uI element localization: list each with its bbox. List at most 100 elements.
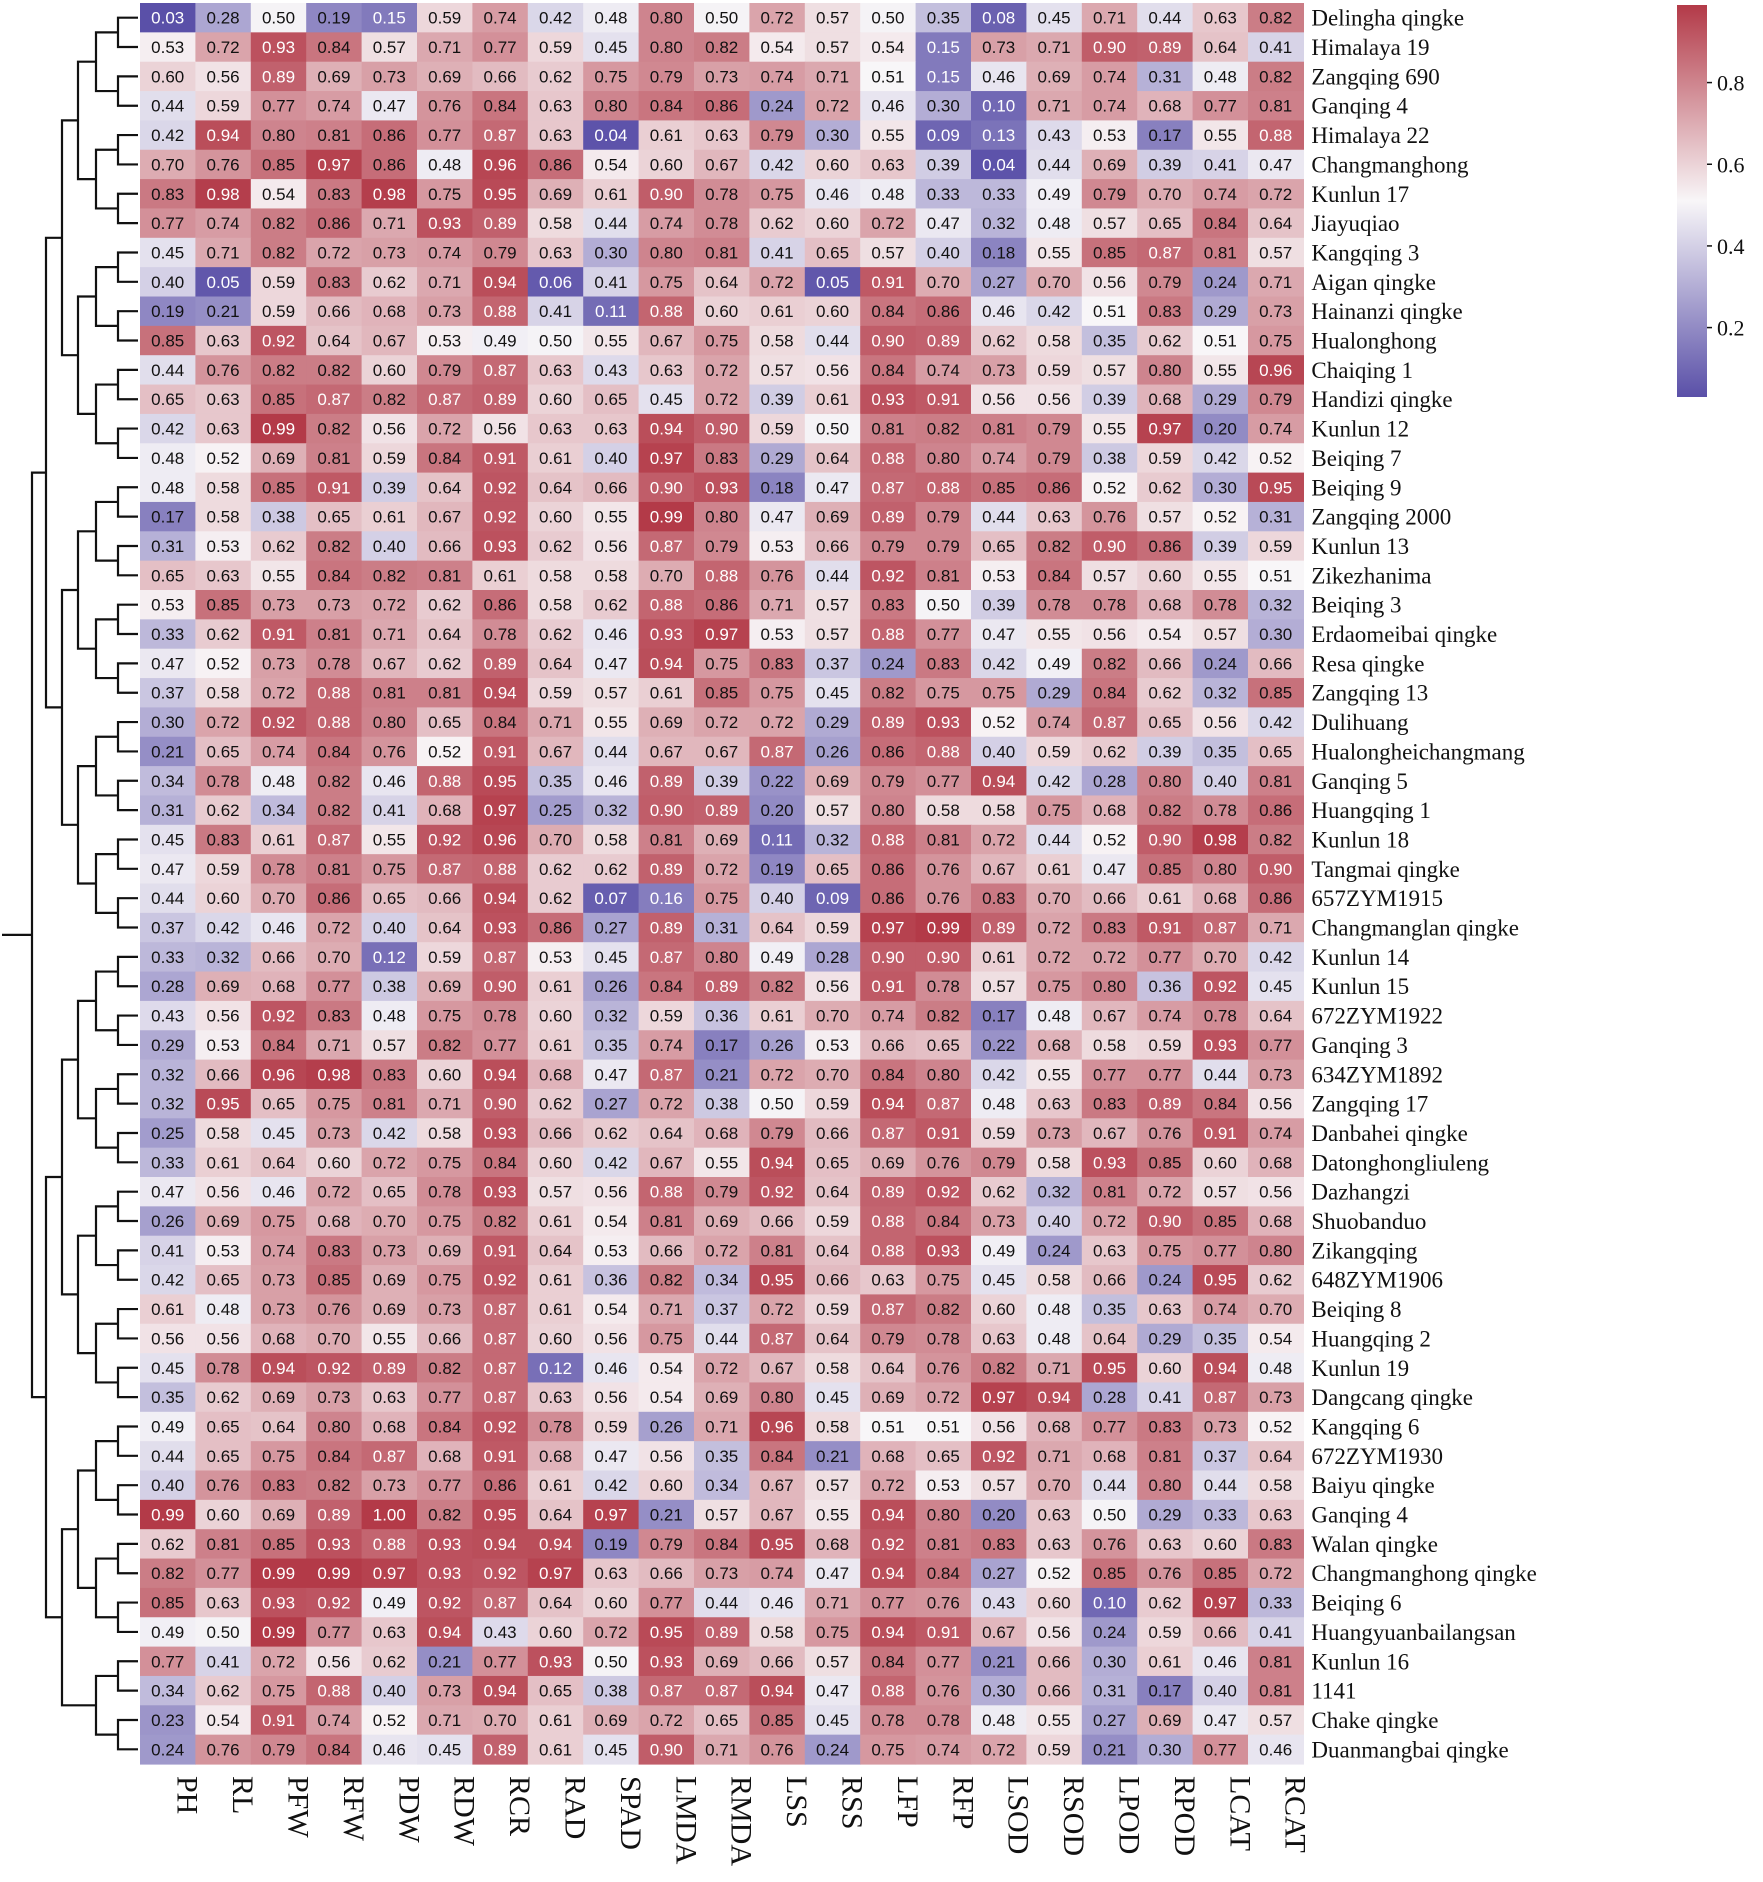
heatmap-cell xyxy=(694,32,750,63)
cell-value-label: 0.44 xyxy=(1204,1476,1237,1495)
cell-value-label: 0.60 xyxy=(1204,1535,1237,1554)
cell-value-label: 0.87 xyxy=(1204,1388,1237,1407)
cell-value-label: 0.72 xyxy=(705,860,738,879)
heatmap-cell xyxy=(804,267,861,298)
heatmap-cell xyxy=(140,413,196,444)
cell-value-label: 0.68 xyxy=(1148,596,1181,615)
heatmap-cell xyxy=(472,501,529,532)
cell-value-label: 0.49 xyxy=(373,1594,406,1613)
cell-value-label: 0.90 xyxy=(1093,38,1126,57)
row-label: Erdaomeibai qingke xyxy=(1311,622,1497,647)
cell-value-label: 0.74 xyxy=(317,97,350,116)
heatmap-cell xyxy=(250,619,307,650)
cell-value-label: 0.65 xyxy=(207,1271,240,1290)
cell-value-label: 0.92 xyxy=(262,332,295,351)
cell-value-label: 0.93 xyxy=(1204,1036,1237,1055)
heatmap-cell xyxy=(1081,619,1138,650)
cell-value-label: 0.93 xyxy=(428,1535,461,1554)
cell-value-label: 0.58 xyxy=(594,566,627,585)
cell-value-label: 0.61 xyxy=(594,185,627,204)
cell-value-label: 0.09 xyxy=(927,126,960,145)
cell-value-label: 0.79 xyxy=(761,126,794,145)
cell-value-label: 0.64 xyxy=(1259,214,1292,233)
cell-value-label: 0.66 xyxy=(1038,1682,1071,1701)
heatmap-cell xyxy=(417,795,473,826)
cell-value-label: 0.66 xyxy=(1204,1623,1237,1642)
cell-value-label: 0.31 xyxy=(1148,67,1181,86)
heatmap-cell xyxy=(250,208,307,239)
cell-value-label: 0.55 xyxy=(373,830,406,849)
heatmap-cell xyxy=(915,149,972,180)
cell-value-label: 0.96 xyxy=(262,1065,295,1084)
heatmap-cell xyxy=(1026,678,1083,708)
cell-value-label: 0.59 xyxy=(982,1124,1015,1143)
heatmap-cell xyxy=(472,3,529,33)
cell-value-label: 0.77 xyxy=(207,1564,240,1583)
cell-value-label: 0.48 xyxy=(594,9,627,28)
heatmap-cell xyxy=(749,795,806,826)
cell-value-label: 0.10 xyxy=(982,97,1015,116)
heatmap-cell xyxy=(306,325,363,356)
cell-value-label: 0.64 xyxy=(1204,38,1237,57)
heatmap-cell xyxy=(472,619,529,650)
row-label: Kunlun 13 xyxy=(1311,534,1409,559)
cell-value-label: 0.63 xyxy=(207,1594,240,1613)
cell-value-label: 0.12 xyxy=(373,948,406,967)
heatmap-cell xyxy=(195,824,252,855)
cell-value-label: 0.74 xyxy=(1204,185,1237,204)
cell-value-label: 0.15 xyxy=(373,9,406,28)
cell-value-label: 0.44 xyxy=(594,214,627,233)
cell-value-label: 0.84 xyxy=(1093,684,1126,703)
cell-value-label: 0.35 xyxy=(539,772,572,791)
heatmap-cell xyxy=(694,795,750,826)
cell-value-label: 0.63 xyxy=(207,566,240,585)
cell-value-label: 0.75 xyxy=(871,1740,904,1759)
cell-value-label: 0.94 xyxy=(871,1564,904,1583)
heatmap-cell xyxy=(971,91,1027,121)
cell-value-label: 0.47 xyxy=(816,478,849,497)
dendrogram-branch xyxy=(94,970,118,1032)
cell-value-label: 0.86 xyxy=(705,97,738,116)
cell-value-label: 0.63 xyxy=(1038,1535,1071,1554)
cell-value-label: 0.77 xyxy=(1093,1065,1126,1084)
cell-value-label: 0.60 xyxy=(816,214,849,233)
heatmap-cell xyxy=(1081,560,1138,591)
cell-value-label: 0.49 xyxy=(151,1623,184,1642)
heatmap-cell xyxy=(1248,619,1304,650)
cell-value-label: 0.47 xyxy=(1259,155,1292,174)
heatmap-cell xyxy=(1137,32,1194,63)
cell-value-label: 0.68 xyxy=(871,1447,904,1466)
cell-value-label: 0.51 xyxy=(1093,302,1126,321)
cell-value-label: 0.41 xyxy=(207,1652,240,1671)
heatmap-cell xyxy=(749,3,806,33)
cell-value-label: 0.90 xyxy=(650,185,683,204)
cell-value-label: 0.94 xyxy=(650,420,683,439)
cell-value-label: 0.47 xyxy=(927,214,960,233)
heatmap-cell xyxy=(804,531,861,562)
heatmap-cell xyxy=(804,325,861,356)
heatmap-cell xyxy=(971,149,1027,180)
heatmap-cell xyxy=(1137,678,1194,708)
heatmap-cell xyxy=(1026,149,1083,180)
cell-value-label: 0.33 xyxy=(1204,1506,1237,1525)
heatmap-cell xyxy=(527,237,584,268)
heatmap-cell xyxy=(694,120,750,151)
heatmap-cell xyxy=(804,736,861,767)
cell-value-label: 0.71 xyxy=(705,1740,738,1759)
cell-value-label: 0.31 xyxy=(151,801,184,820)
cell-value-label: 0.90 xyxy=(484,977,517,996)
heatmap-cell xyxy=(306,296,363,327)
cell-value-label: 0.92 xyxy=(761,1183,794,1202)
cell-value-label: 0.90 xyxy=(650,478,683,497)
cell-value-label: 0.67 xyxy=(428,508,461,527)
cell-value-label: 0.56 xyxy=(484,420,517,439)
cell-value-label: 0.52 xyxy=(207,449,240,468)
cell-value-label: 0.58 xyxy=(207,478,240,497)
cell-value-label: 0.89 xyxy=(871,508,904,527)
cell-value-label: 0.84 xyxy=(428,1417,461,1436)
cell-value-label: 0.55 xyxy=(705,1153,738,1172)
cell-value-label: 0.86 xyxy=(484,1476,517,1495)
cell-value-label: 0.04 xyxy=(594,126,627,145)
heatmap-cell xyxy=(1081,237,1138,268)
cell-value-label: 0.72 xyxy=(982,1740,1015,1759)
